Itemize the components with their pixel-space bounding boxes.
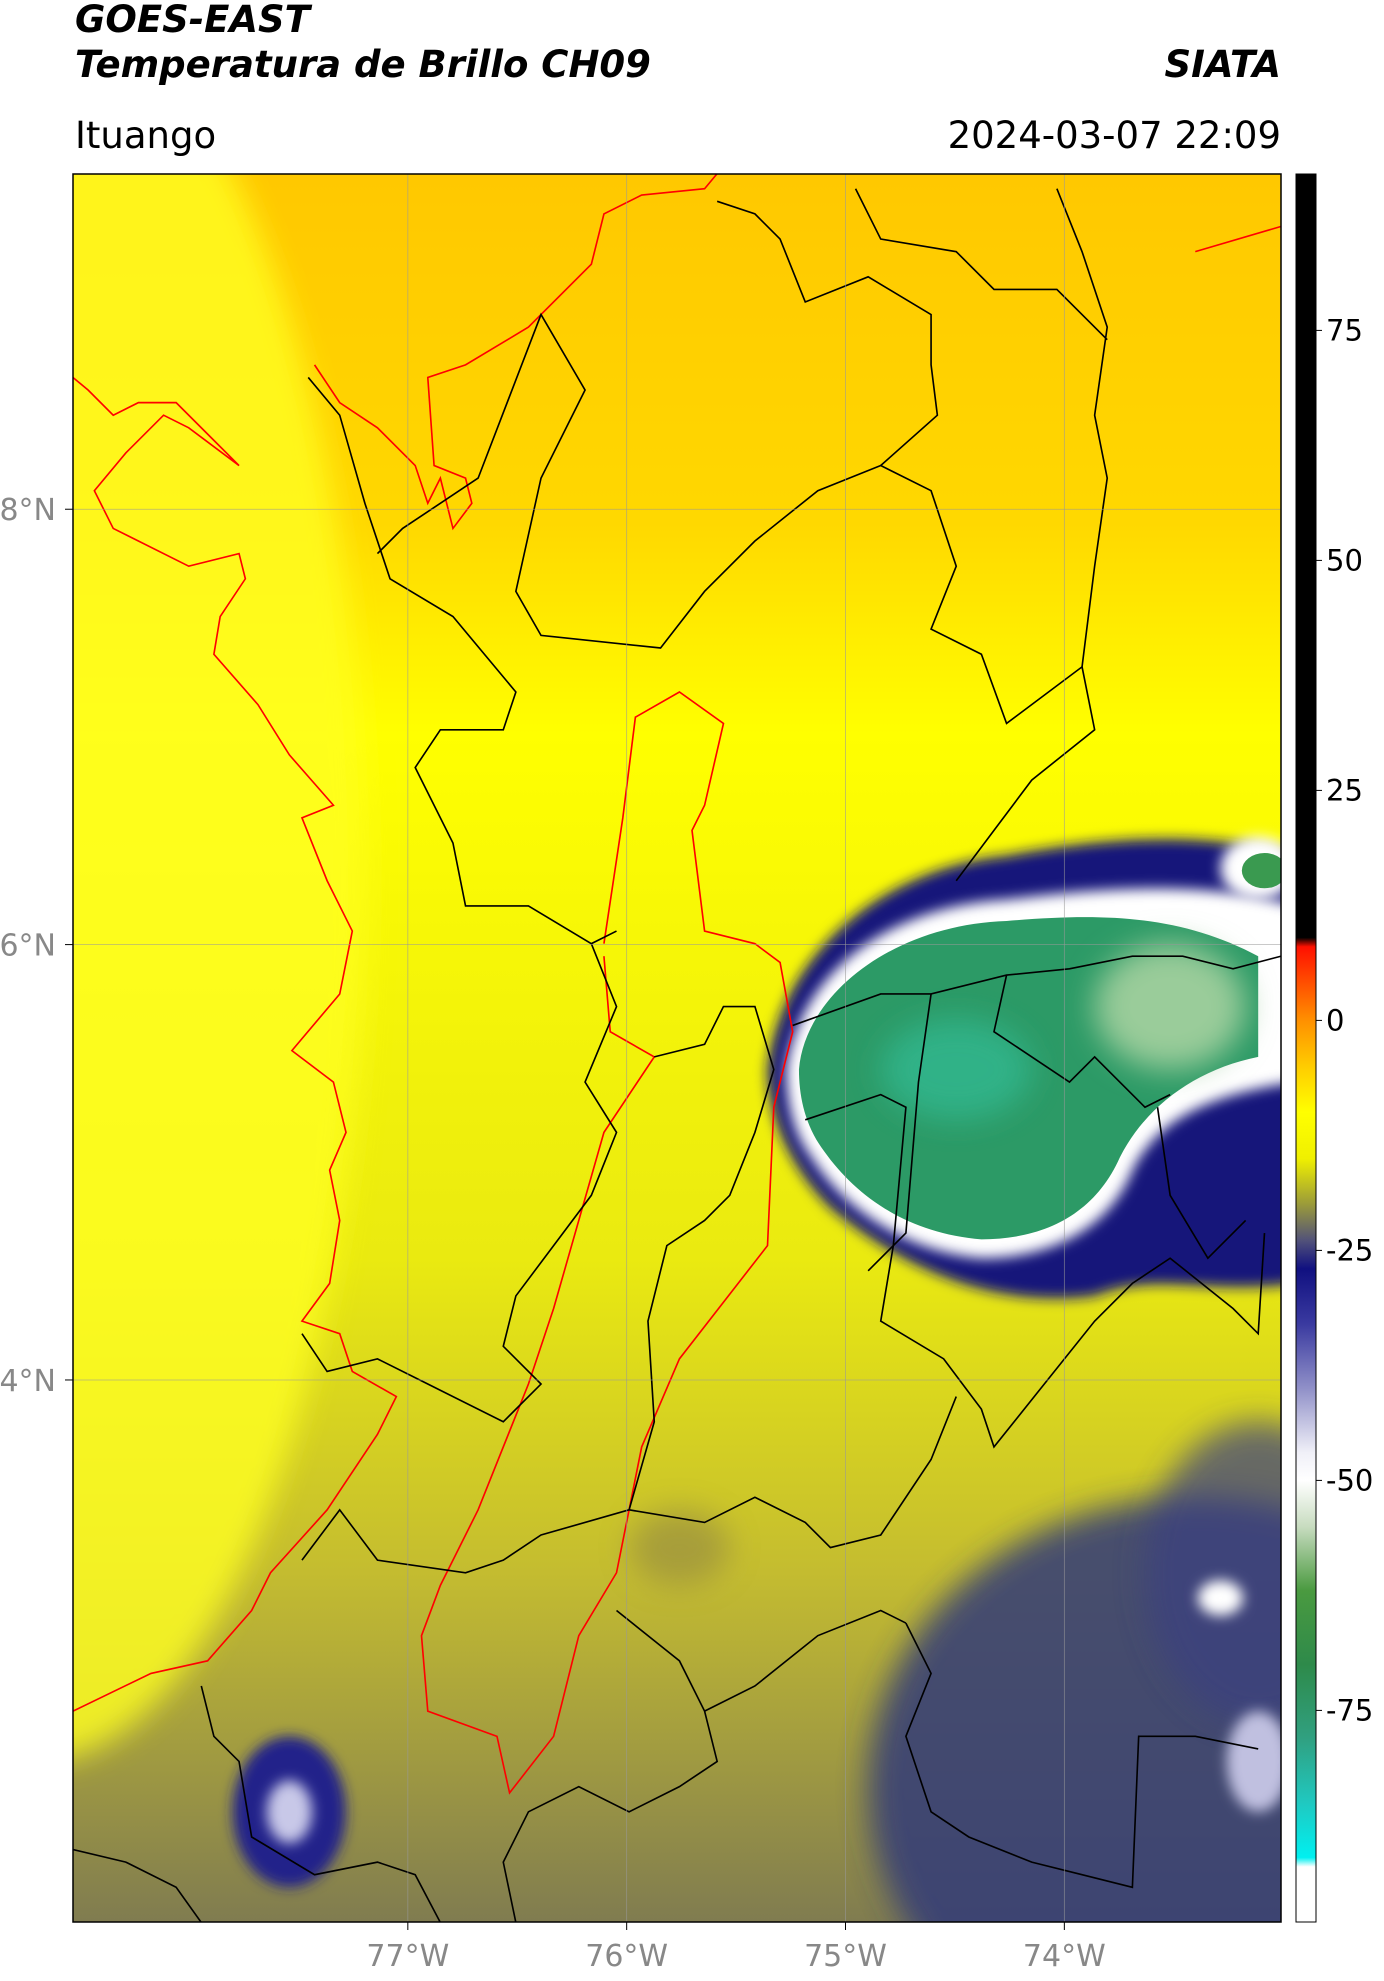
datetime: 2024-03-07 22:09 [948,114,1281,157]
colorbar-tick-label: -75 [1326,1693,1373,1727]
colorbar-tick-label: -50 [1326,1463,1373,1497]
x-tick-label: 75°W [804,1939,887,1974]
colorbar-tick-label: -25 [1326,1233,1373,1267]
source: SIATA [1164,43,1281,86]
y-tick-label: 4°N [0,1364,56,1399]
title: GOES-EAST [75,0,313,41]
location: Ituango [75,114,216,157]
grid [73,174,1281,1922]
colorbar-tick-label: 0 [1326,1003,1344,1037]
colorbar [1295,173,1317,1923]
y-tick-label: 8°N [0,493,56,528]
x-tick-label: 76°W [585,1939,668,1974]
y-tick-label: 6°N [0,929,56,964]
subtitle: Temperatura de Brillo CH09 [75,43,651,86]
colorbar-tick-label: 50 [1326,543,1363,577]
map-frame [72,173,1282,1923]
colorbar-tick-label: 75 [1326,313,1363,347]
x-tick-label: 74°W [1023,1939,1106,1974]
x-tick-label: 77°W [366,1939,449,1974]
colorbar-tick-label: 25 [1326,773,1363,807]
